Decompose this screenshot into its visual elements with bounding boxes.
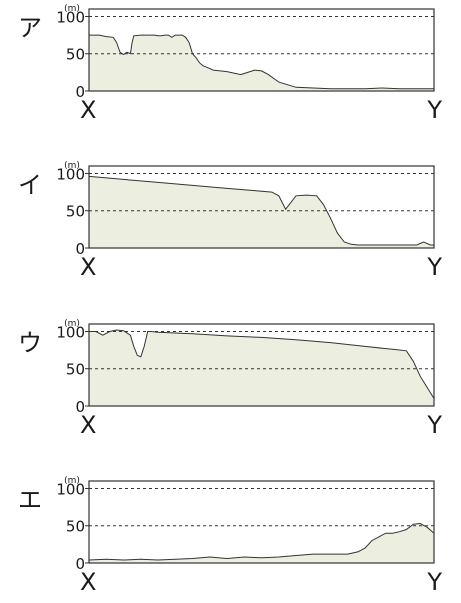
terrain-area: [89, 176, 434, 248]
y-tick-label: 0: [75, 240, 85, 258]
unit-label: (m): [64, 4, 80, 14]
unit-label: (m): [64, 319, 80, 329]
y-tick-label: 0: [75, 83, 85, 101]
panel-label: エ: [18, 486, 42, 514]
y-tick-label: 0: [75, 398, 85, 416]
y-tick-label: 100: [56, 480, 85, 498]
endpoint-y-label: Y: [426, 411, 442, 439]
terrain-line: [88, 175, 434, 246]
profile-panel: 0 50 100(m) イ X Y: [18, 161, 442, 281]
unit-label: (m): [64, 161, 80, 171]
profile-panel: 0 50 100(m) エ X Y: [18, 476, 442, 596]
terrain-area: [89, 330, 434, 406]
terrain-line: [88, 522, 435, 561]
panel-label: イ: [18, 171, 42, 199]
endpoint-x-label: X: [80, 96, 96, 124]
terrain-line: [89, 329, 435, 399]
terrain-area: [89, 35, 434, 91]
y-tick-label: 50: [66, 46, 85, 64]
y-tick-label: 0: [75, 555, 85, 573]
plot-border: [88, 8, 435, 92]
y-tick-label: 50: [66, 203, 85, 221]
panel-label: ア: [18, 14, 42, 42]
unit-label: (m): [64, 476, 80, 486]
endpoint-y-label: Y: [426, 96, 442, 124]
profile-panel: 0 50 100(m) ウ X Y: [18, 319, 442, 439]
endpoint-x-label: X: [80, 411, 96, 439]
endpoint-x-label: X: [80, 253, 96, 281]
endpoint-y-label: Y: [426, 253, 442, 281]
endpoint-x-label: X: [80, 568, 96, 596]
panel-label: ウ: [18, 329, 42, 357]
plot-border: [88, 480, 435, 564]
plot-border: [88, 165, 435, 249]
terrain-area: [89, 523, 434, 563]
y-tick-label: 50: [66, 361, 85, 379]
y-tick-label: 100: [56, 323, 85, 341]
endpoint-y-label: Y: [426, 568, 442, 596]
y-tick-label: 100: [56, 165, 85, 183]
y-tick-label: 50: [66, 518, 85, 536]
y-tick-label: 100: [56, 8, 85, 26]
plot-border: [88, 323, 435, 407]
profile-panel: 0 50 100(m) ア X Y: [18, 4, 442, 124]
